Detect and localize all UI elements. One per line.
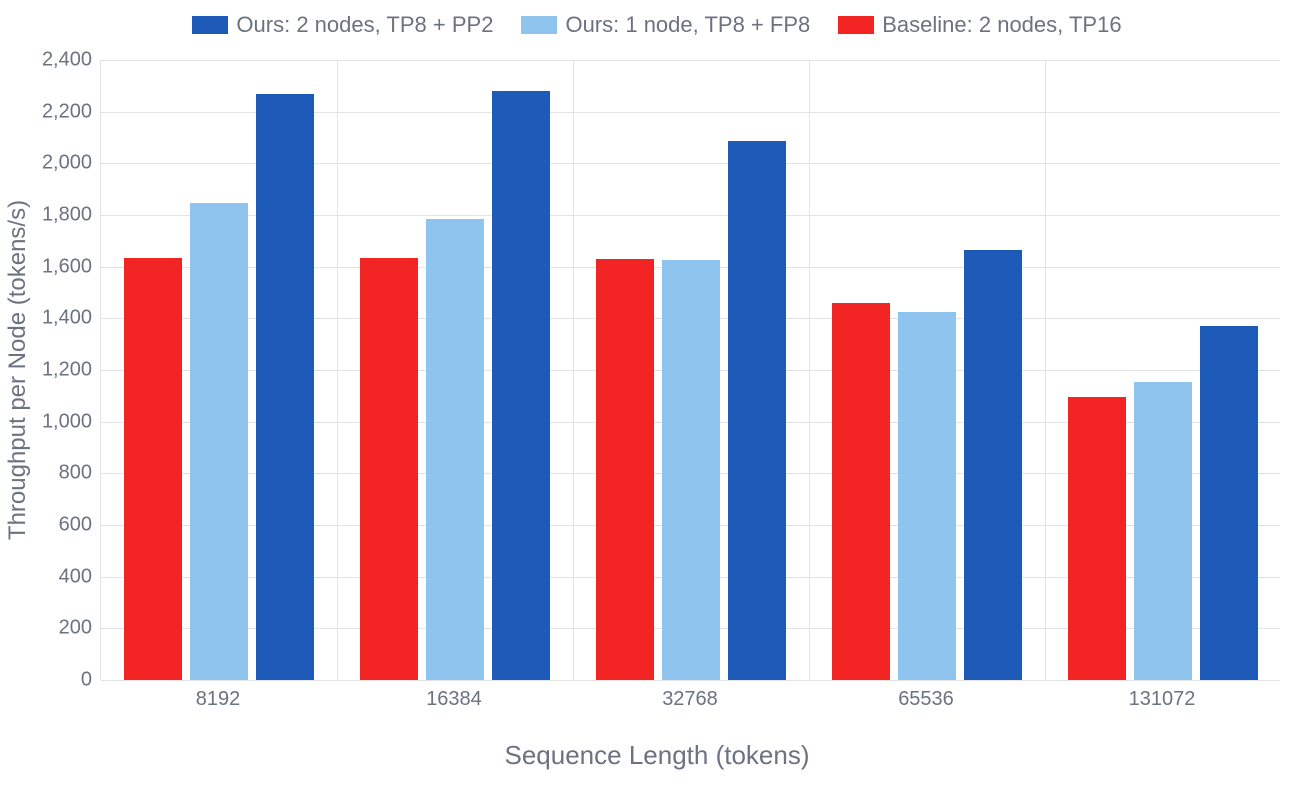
bar [1068,397,1126,680]
y-tick-label: 800 [22,462,92,485]
group-divider [337,60,338,680]
bar [596,259,654,680]
y-tick-label: 1,800 [22,204,92,227]
bar [964,250,1022,680]
throughput-chart: Ours: 2 nodes, TP8 + PP2 Ours: 1 node, TP… [0,0,1314,798]
x-axis-title: Sequence Length (tokens) [505,740,810,771]
group-divider [1045,60,1046,680]
y-tick-label: 1,400 [22,307,92,330]
legend-swatch [521,16,557,34]
legend-item: Baseline: 2 nodes, TP16 [838,12,1121,38]
y-tick-label: 2,200 [22,100,92,123]
x-tick-label: 16384 [426,688,482,711]
bar [728,141,786,680]
bar [124,258,182,680]
y-tick-label: 2,400 [22,49,92,72]
group-divider [809,60,810,680]
group-divider [573,60,574,680]
legend-label: Baseline: 2 nodes, TP16 [882,12,1121,38]
bar [1134,382,1192,680]
legend-item: Ours: 2 nodes, TP8 + PP2 [192,12,493,38]
y-tick-label: 1,600 [22,255,92,278]
x-tick-label: 32768 [662,688,718,711]
bar [898,312,956,680]
bar [426,219,484,680]
bar [256,94,314,680]
bar [360,258,418,680]
y-tick-label: 600 [22,514,92,537]
bar [832,303,890,680]
bar [1200,326,1258,680]
legend-swatch [838,16,874,34]
y-tick-label: 1,000 [22,410,92,433]
grid-line [101,60,1280,61]
y-tick-label: 400 [22,565,92,588]
x-tick-label: 8192 [196,688,241,711]
bar [492,91,550,680]
y-tick-label: 2,000 [22,152,92,175]
bar [662,260,720,680]
grid-line [101,680,1280,681]
legend-item: Ours: 1 node, TP8 + FP8 [521,12,810,38]
y-tick-label: 0 [22,669,92,692]
y-tick-label: 1,200 [22,359,92,382]
legend-label: Ours: 2 nodes, TP8 + PP2 [236,12,493,38]
legend-label: Ours: 1 node, TP8 + FP8 [565,12,810,38]
legend-swatch [192,16,228,34]
x-tick-label: 65536 [898,688,954,711]
y-tick-label: 200 [22,617,92,640]
plot-area [100,60,1280,680]
x-tick-label: 131072 [1129,688,1196,711]
bar [190,203,248,680]
chart-legend: Ours: 2 nodes, TP8 + PP2 Ours: 1 node, TP… [0,12,1314,38]
